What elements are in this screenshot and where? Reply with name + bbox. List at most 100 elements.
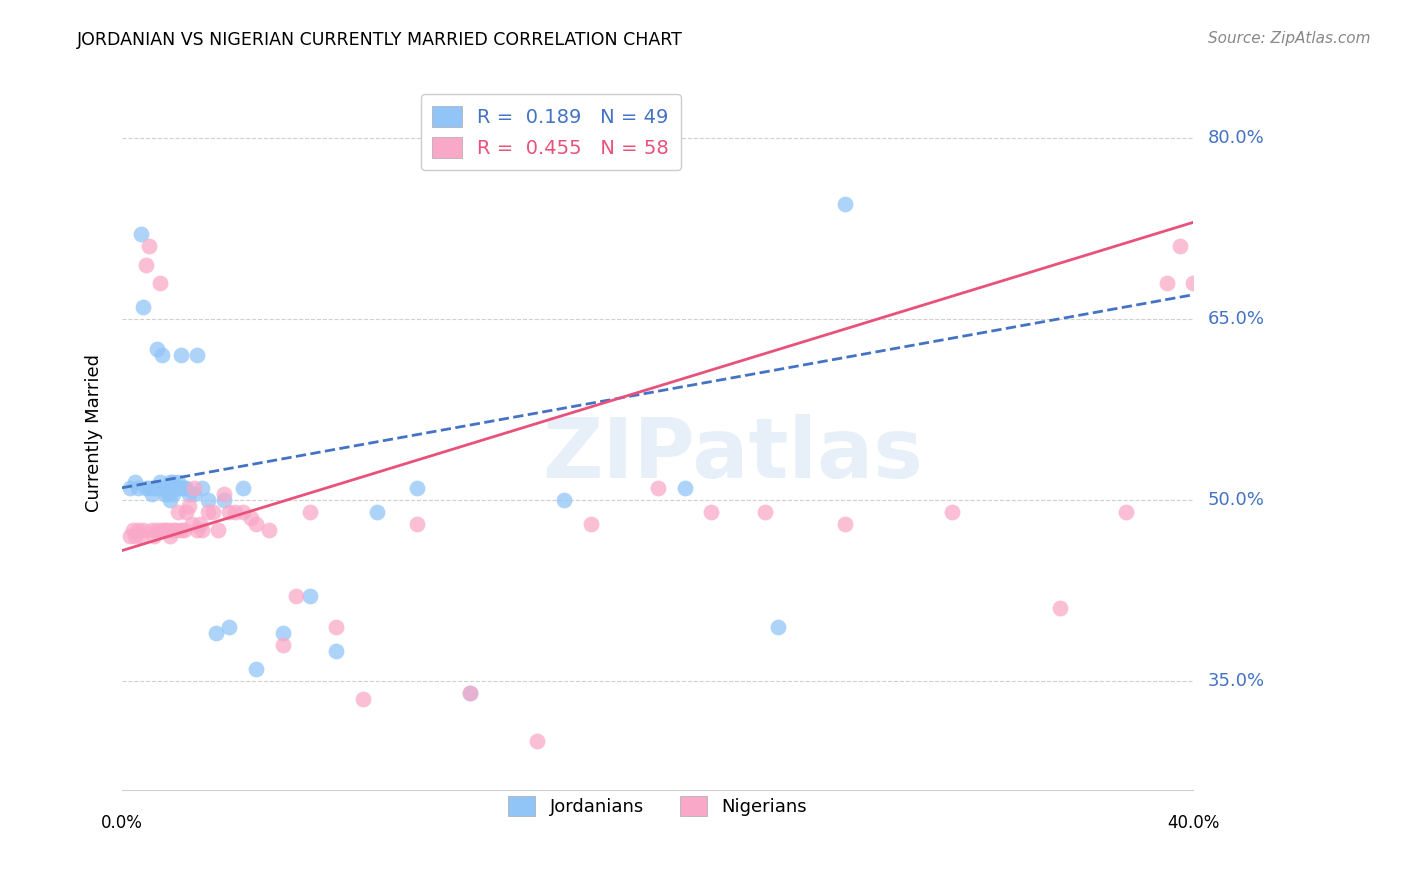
Point — [165, 481, 187, 495]
Point — [204, 625, 226, 640]
Point — [191, 523, 214, 537]
Point — [239, 511, 262, 525]
Point — [754, 505, 776, 519]
Point — [1049, 601, 1071, 615]
Point — [941, 505, 963, 519]
Point — [129, 227, 152, 242]
Point — [120, 481, 142, 495]
Point — [153, 481, 176, 495]
Point — [212, 487, 235, 501]
Point — [156, 487, 179, 501]
Point — [202, 505, 225, 519]
Text: Source: ZipAtlas.com: Source: ZipAtlas.com — [1208, 31, 1371, 46]
Text: 80.0%: 80.0% — [1208, 128, 1264, 147]
Point — [146, 342, 169, 356]
Point — [159, 529, 181, 543]
Point — [700, 505, 723, 519]
Point — [1115, 505, 1137, 519]
Point — [162, 523, 184, 537]
Point — [271, 638, 294, 652]
Point — [232, 481, 254, 495]
Point — [165, 481, 187, 495]
Point — [366, 505, 388, 519]
Point — [197, 492, 219, 507]
Point — [197, 505, 219, 519]
Point — [553, 492, 575, 507]
Point — [245, 662, 267, 676]
Point — [1156, 276, 1178, 290]
Point — [177, 499, 200, 513]
Point — [271, 625, 294, 640]
Point — [1182, 276, 1205, 290]
Point — [170, 523, 193, 537]
Point — [1195, 119, 1218, 133]
Point — [138, 481, 160, 495]
Point — [834, 197, 856, 211]
Point — [285, 590, 308, 604]
Point — [224, 505, 246, 519]
Point — [127, 523, 149, 537]
Point — [186, 348, 208, 362]
Point — [148, 276, 170, 290]
Point — [127, 481, 149, 495]
Point — [458, 686, 481, 700]
Point — [146, 523, 169, 537]
Point — [143, 481, 166, 495]
Point — [352, 692, 374, 706]
Text: JORDANIAN VS NIGERIAN CURRENTLY MARRIED CORRELATION CHART: JORDANIAN VS NIGERIAN CURRENTLY MARRIED … — [77, 31, 683, 49]
Text: 50.0%: 50.0% — [1208, 491, 1264, 508]
Point — [298, 590, 321, 604]
Point — [218, 505, 240, 519]
Point — [162, 475, 184, 489]
Point — [135, 481, 157, 495]
Point — [141, 523, 163, 537]
Text: 35.0%: 35.0% — [1208, 672, 1264, 690]
Point — [458, 686, 481, 700]
Point — [124, 475, 146, 489]
Point — [162, 487, 184, 501]
Point — [138, 239, 160, 253]
Point — [183, 481, 205, 495]
Point — [132, 523, 155, 537]
Point — [526, 734, 548, 748]
Point — [148, 475, 170, 489]
Point — [150, 523, 173, 537]
Text: 65.0%: 65.0% — [1208, 310, 1264, 328]
Point — [159, 492, 181, 507]
Point — [212, 492, 235, 507]
Point — [180, 516, 202, 531]
Point — [834, 516, 856, 531]
Point — [146, 481, 169, 495]
Point — [176, 505, 198, 519]
Point — [170, 348, 193, 362]
Point — [167, 475, 190, 489]
Point — [218, 619, 240, 633]
Point — [165, 523, 187, 537]
Text: ZIPatlas: ZIPatlas — [543, 415, 924, 495]
Point — [191, 481, 214, 495]
Point — [647, 481, 669, 495]
Point — [150, 348, 173, 362]
Text: 40.0%: 40.0% — [1167, 814, 1219, 832]
Point — [120, 529, 142, 543]
Point — [150, 481, 173, 495]
Point — [156, 481, 179, 495]
Point — [325, 644, 347, 658]
Point — [186, 523, 208, 537]
Point — [188, 516, 211, 531]
Point — [121, 523, 143, 537]
Point — [768, 619, 790, 633]
Legend: Jordanians, Nigerians: Jordanians, Nigerians — [501, 789, 814, 823]
Point — [153, 487, 176, 501]
Point — [405, 481, 427, 495]
Point — [232, 505, 254, 519]
Point — [579, 516, 602, 531]
Point — [325, 619, 347, 633]
Point — [245, 516, 267, 531]
Point — [141, 487, 163, 501]
Point — [177, 487, 200, 501]
Point — [124, 529, 146, 543]
Y-axis label: Currently Married: Currently Married — [86, 354, 103, 513]
Point — [183, 487, 205, 501]
Point — [167, 505, 190, 519]
